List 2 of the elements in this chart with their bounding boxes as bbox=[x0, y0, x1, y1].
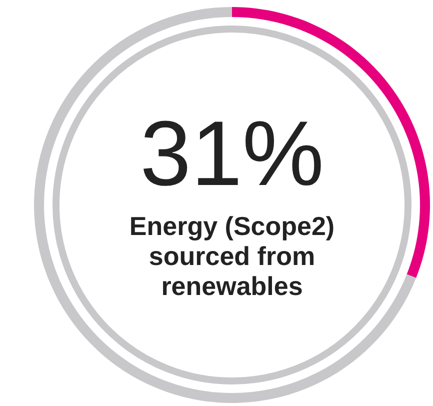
text: Energy (Scope2) sourced from renewables bbox=[129, 211, 335, 301]
data-label: 31% bbox=[140, 103, 324, 205]
